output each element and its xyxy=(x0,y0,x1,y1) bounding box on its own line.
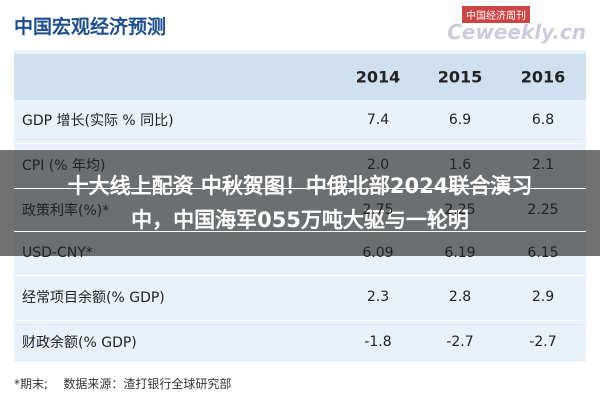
footer-source: 数据来源：渣打银行全球研究部 xyxy=(63,377,232,391)
cell-value: 2.75 xyxy=(362,202,394,218)
cell-value: -2.7 xyxy=(529,334,557,350)
cell-value: 2.3 xyxy=(366,289,390,305)
cell-value: 2.25 xyxy=(444,202,476,218)
row-label: CPI (% 年均) xyxy=(22,158,106,174)
column-header: 2015 xyxy=(437,67,483,87)
column-header: 2014 xyxy=(355,67,401,87)
row-divider xyxy=(14,188,586,189)
row-label: GDP 增长(实际 % 同比) xyxy=(22,113,174,129)
overlay-text: 中，中国海军055万吨大驱与一轮明 xyxy=(131,208,469,232)
row-divider xyxy=(14,231,586,232)
table-header xyxy=(14,54,586,100)
overlay-banner: 十大线上配资 中秋贺图！中俄北部2024联合演习 中，中国海军055万吨大驱与一轮… xyxy=(0,150,600,256)
cell-value: 2.25 xyxy=(527,202,559,218)
cell-value: 6.19 xyxy=(444,245,476,261)
cell-value: -1.8 xyxy=(364,334,392,350)
row-label: 财政余额(% GDP) xyxy=(22,335,137,351)
row-label: 经常项目余额(% GDP) xyxy=(22,290,165,306)
column-header: 2016 xyxy=(520,67,566,87)
row-label: 政策利率(%)* xyxy=(22,203,110,219)
cell-value: 6.8 xyxy=(531,112,555,128)
title: 中国宏观经济预测 xyxy=(14,16,167,38)
footer: *期末; 数据来源：渣打银行全球研究部 xyxy=(14,375,231,392)
cell-value: 6.9 xyxy=(448,112,472,128)
cell-value: 6.09 xyxy=(362,245,394,261)
row-label: USD-CNY* xyxy=(22,245,93,261)
logo-sub: Ceweekly.cn xyxy=(447,20,586,44)
cell-value: 1.6 xyxy=(448,157,472,173)
row-divider xyxy=(14,143,586,144)
footer-note: *期末; xyxy=(14,377,49,391)
overlay-text: 十大线上配资 中秋贺图！中俄北部2024联合演习 xyxy=(67,174,533,198)
cell-value: 2.0 xyxy=(366,157,390,173)
logo: 中国经济周刊 xyxy=(462,6,530,23)
row-divider xyxy=(14,275,586,276)
cell-value: 6.15 xyxy=(527,245,559,261)
cell-value: 2.8 xyxy=(448,289,472,305)
cell-value: 7.4 xyxy=(366,112,390,128)
cell-value: 2.9 xyxy=(531,289,555,305)
row-divider xyxy=(14,320,586,321)
cell-value: 2.1 xyxy=(531,157,555,173)
cell-value: -2.7 xyxy=(446,334,474,350)
